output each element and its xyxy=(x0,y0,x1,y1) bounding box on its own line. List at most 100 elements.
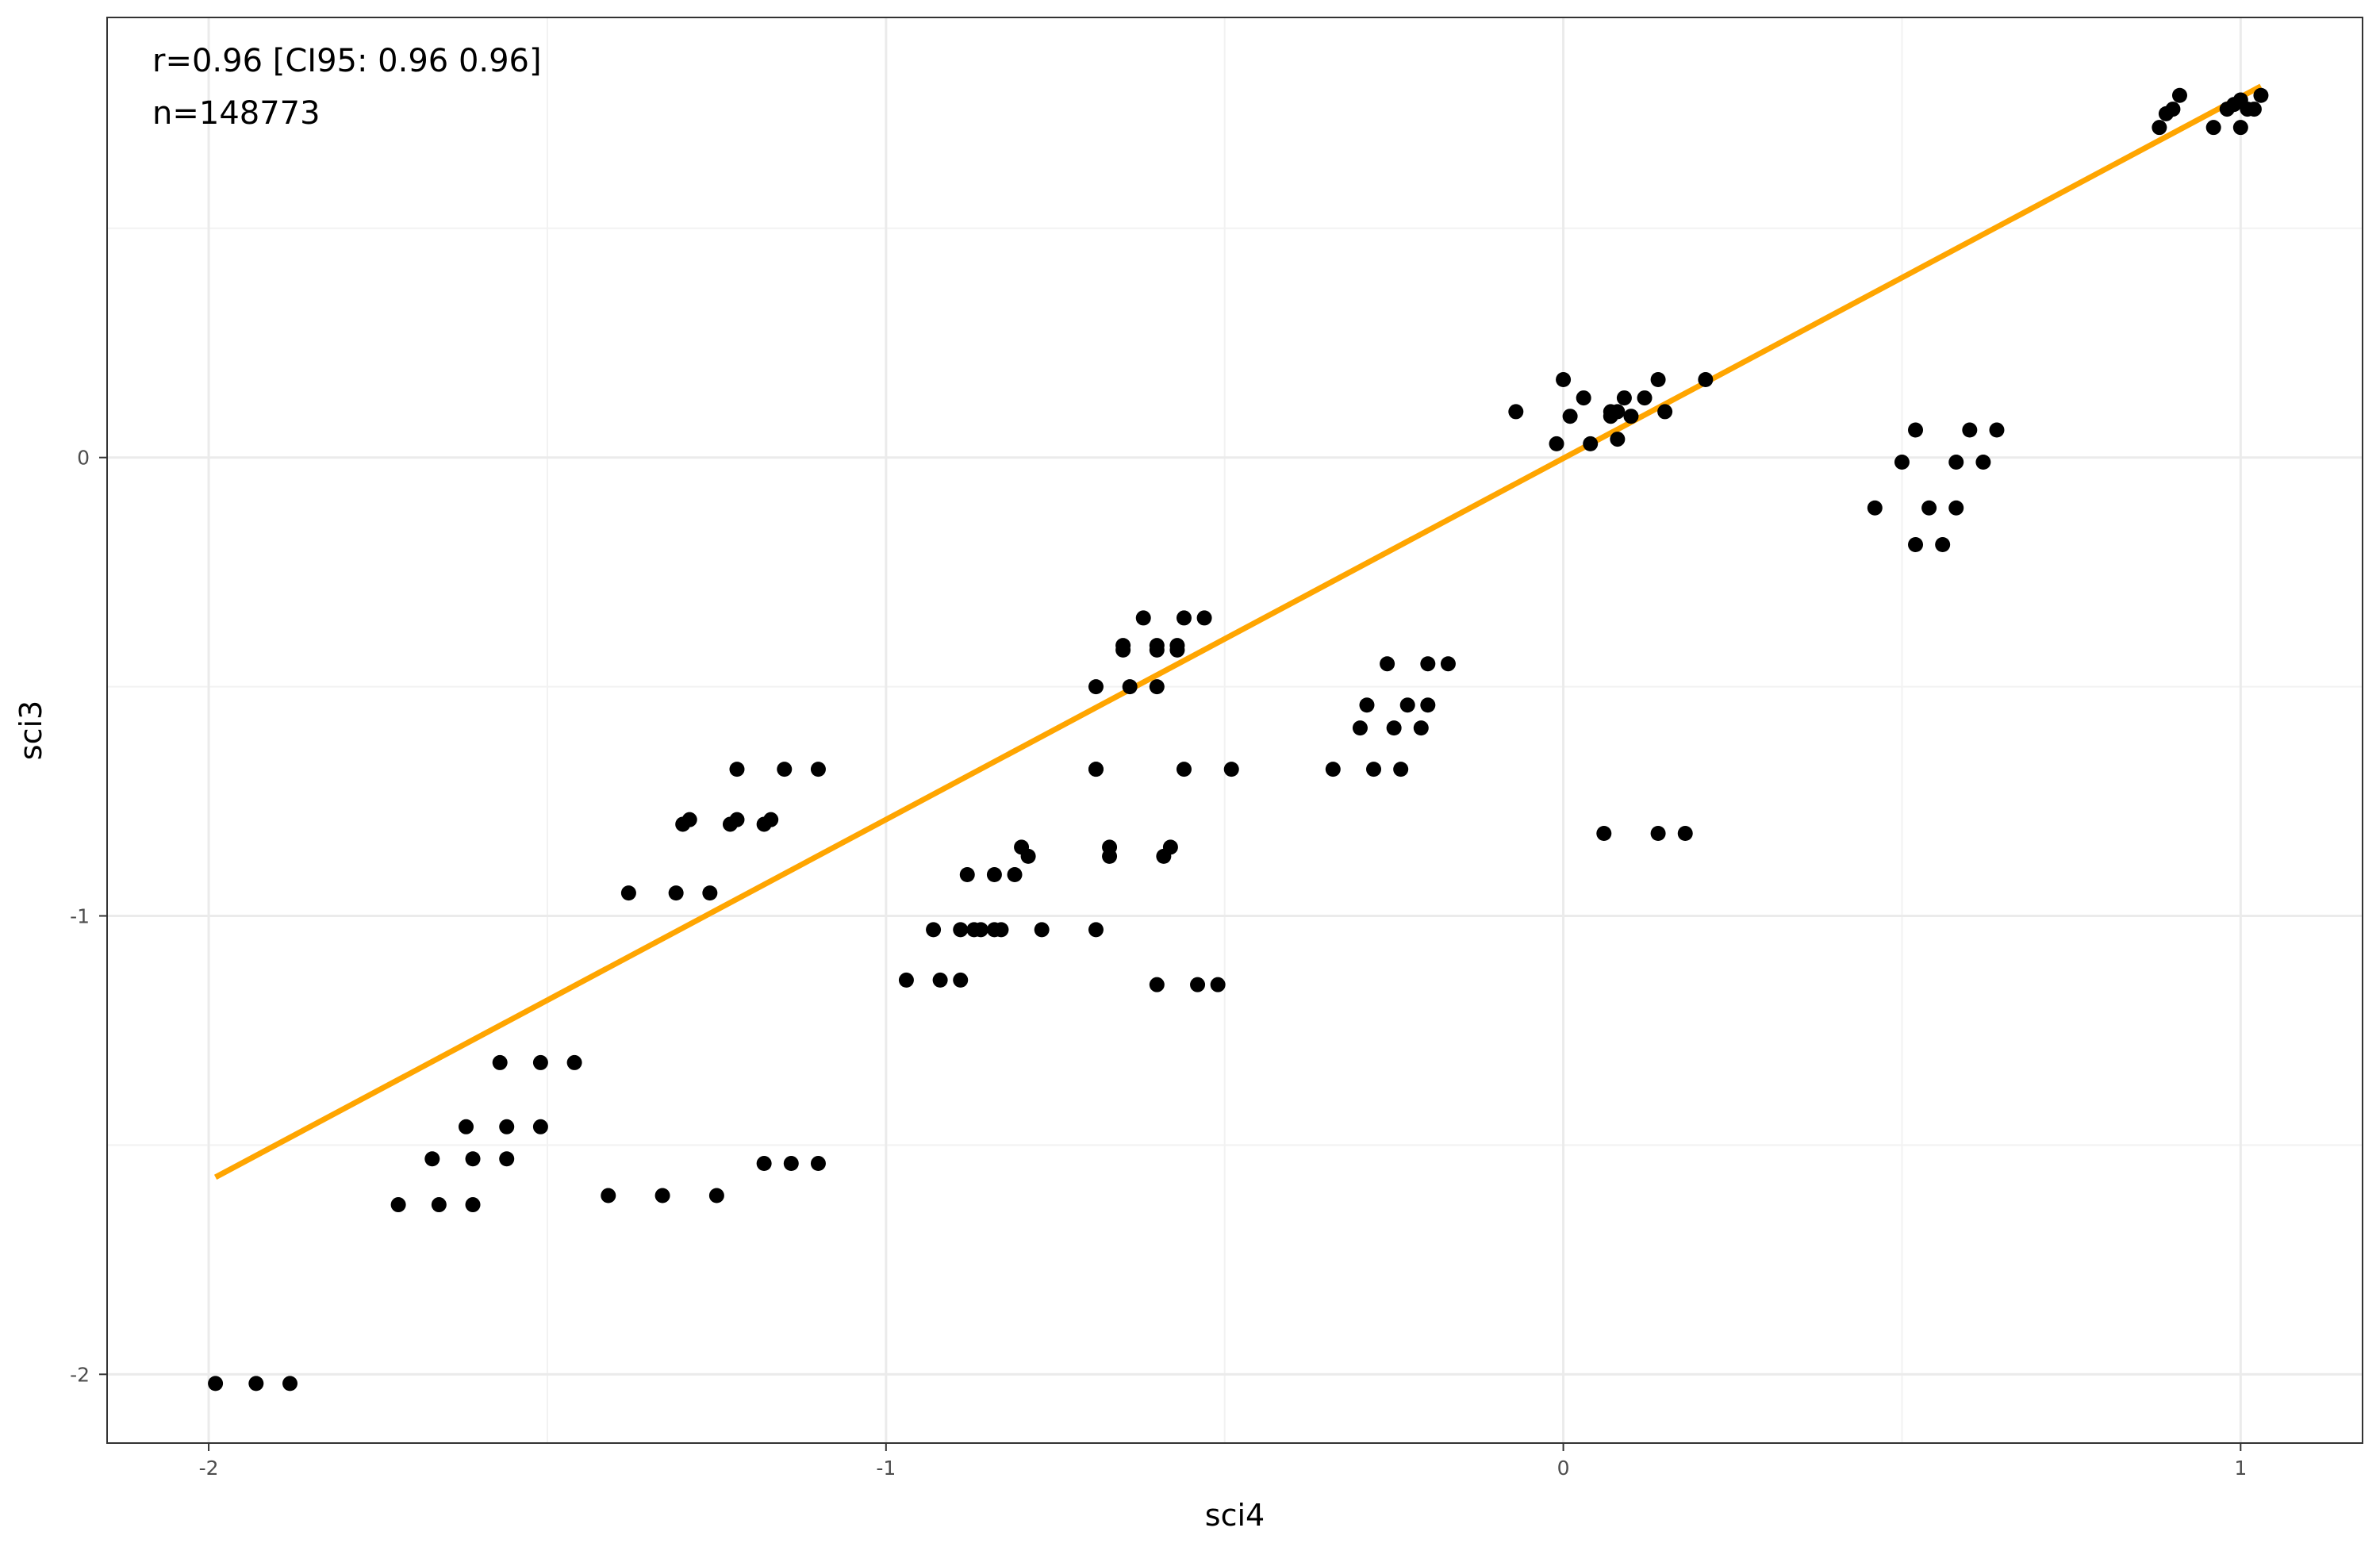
data-point xyxy=(1223,762,1239,777)
data-point xyxy=(1386,720,1402,736)
data-point xyxy=(1325,762,1341,777)
fit-line-layer xyxy=(213,83,2263,1180)
data-point xyxy=(1122,679,1138,695)
data-point xyxy=(1556,371,1572,387)
data-point xyxy=(898,972,914,988)
data-point xyxy=(926,922,942,938)
data-point xyxy=(390,1197,406,1213)
data-point xyxy=(1610,404,1626,420)
data-point xyxy=(1210,977,1226,992)
data-point xyxy=(756,1156,772,1172)
data-point xyxy=(1149,977,1165,992)
correlation-annotation: r=0.96 [CI95: 0.96 0.96] xyxy=(152,43,542,79)
data-point xyxy=(1637,390,1653,406)
data-point xyxy=(1176,762,1192,777)
data-point xyxy=(1176,610,1192,626)
data-point xyxy=(1102,848,1118,864)
x-tick-label: -1 xyxy=(876,1457,896,1480)
data-point xyxy=(729,762,745,777)
data-point xyxy=(1020,848,1036,864)
data-point xyxy=(248,1376,264,1392)
data-point xyxy=(208,1376,224,1392)
data-point xyxy=(566,1054,582,1070)
data-point xyxy=(1623,409,1639,424)
data-point xyxy=(702,885,718,901)
data-point xyxy=(1440,656,1456,672)
data-point xyxy=(1420,656,1436,672)
data-point xyxy=(1393,762,1409,777)
data-point xyxy=(810,762,826,777)
data-point xyxy=(763,812,779,827)
data-point xyxy=(993,922,1009,938)
data-point xyxy=(282,1376,298,1392)
data-point xyxy=(499,1119,515,1134)
data-point xyxy=(1657,404,1673,420)
data-point xyxy=(932,972,948,988)
data-point xyxy=(1034,922,1050,938)
data-point xyxy=(2246,102,2262,117)
data-point xyxy=(499,1151,515,1167)
x-tick-label: 0 xyxy=(1557,1457,1570,1480)
data-point xyxy=(681,812,697,827)
data-point xyxy=(532,1054,548,1070)
panel-border xyxy=(106,17,2363,1444)
data-point xyxy=(1196,610,1212,626)
data-point xyxy=(1908,536,1924,552)
data-point xyxy=(1562,409,1578,424)
data-point xyxy=(458,1119,474,1134)
y-tick-label: -2 xyxy=(70,1363,90,1386)
data-point xyxy=(1650,826,1666,842)
data-point xyxy=(1948,454,1964,470)
data-point xyxy=(1596,826,1612,842)
data-point xyxy=(1867,500,1883,516)
data-point xyxy=(1975,454,1991,470)
data-point xyxy=(2165,102,2181,117)
data-point xyxy=(1156,848,1172,864)
data-point xyxy=(1576,390,1591,406)
data-point xyxy=(1616,390,1632,406)
data-point xyxy=(1366,762,1382,777)
data-point xyxy=(777,762,793,777)
data-point xyxy=(953,972,969,988)
data-point xyxy=(1921,500,1937,516)
data-point xyxy=(953,922,969,938)
data-points xyxy=(208,87,2269,1392)
y-tick-label: 0 xyxy=(77,447,90,470)
data-point xyxy=(1115,638,1131,654)
data-point xyxy=(1399,697,1415,713)
data-point xyxy=(1088,762,1104,777)
data-point xyxy=(1413,720,1429,736)
data-point xyxy=(1962,422,1978,438)
data-point xyxy=(2253,87,2269,103)
fit-line xyxy=(213,83,2263,1180)
data-point xyxy=(1650,371,1666,387)
axis-ticks: -2 -1 0 1 -2 -1 0 xyxy=(70,447,2247,1480)
data-point xyxy=(1610,432,1626,447)
x-tick-label: 1 xyxy=(2234,1457,2247,1480)
data-point xyxy=(431,1197,447,1213)
data-point xyxy=(729,812,745,827)
data-point xyxy=(986,867,1002,883)
data-point xyxy=(1359,697,1375,713)
y-axis-title: sci3 xyxy=(13,701,48,760)
data-point xyxy=(1908,422,1924,438)
data-point xyxy=(620,885,636,901)
data-point xyxy=(1420,697,1436,713)
data-point xyxy=(810,1156,826,1172)
data-point xyxy=(1149,638,1165,654)
data-point xyxy=(1007,867,1023,883)
data-point xyxy=(708,1188,724,1203)
data-point xyxy=(2232,120,2248,136)
data-point xyxy=(1935,536,1951,552)
data-point xyxy=(1583,436,1599,451)
data-point xyxy=(1169,638,1185,654)
data-point xyxy=(1088,922,1104,938)
count-annotation: n=148773 xyxy=(152,95,321,132)
data-point xyxy=(1894,454,1910,470)
y-tick-label: -1 xyxy=(70,905,90,928)
data-point xyxy=(668,885,684,901)
data-point xyxy=(1677,826,1693,842)
data-point xyxy=(465,1197,481,1213)
data-point xyxy=(1948,500,1964,516)
